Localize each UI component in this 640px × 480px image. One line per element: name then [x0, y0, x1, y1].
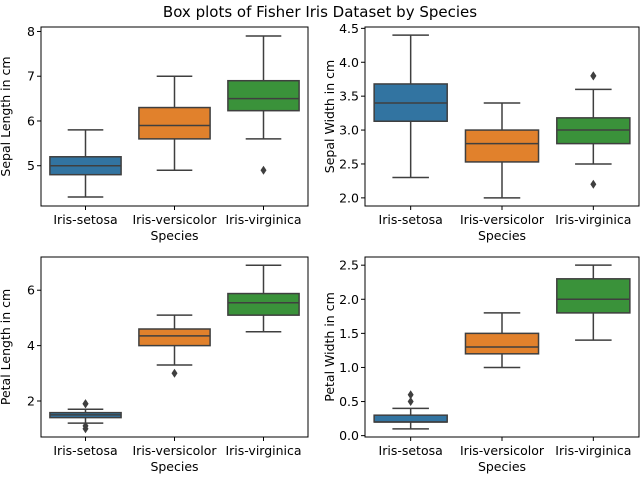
x-axis-label: Species	[150, 459, 198, 474]
y-axis-label: Sepal Length in cm	[0, 56, 13, 176]
y-tick-label: 4.5	[339, 21, 359, 36]
y-tick-label: 3.5	[339, 89, 359, 104]
box-iris-virginica	[227, 35, 300, 175]
box-body	[138, 328, 211, 347]
x-tick-label: Iris-versicolor	[133, 443, 218, 458]
y-tick-label: 4	[27, 338, 35, 353]
y-tick-label: 7	[27, 69, 35, 84]
box-iris-virginica	[556, 264, 631, 341]
subplot-1: 5 6 7 8 Iris-setosa Iris-versicolor Iris-virgi…	[0, 24, 309, 243]
outlier-point	[590, 71, 597, 81]
box-body	[373, 414, 448, 423]
subplots: 5 6 7 8 Iris-setosa Iris-versicolor Iris-virgi…	[0, 21, 640, 474]
x-tick-label: Iris-virginica	[555, 212, 631, 227]
outlier-point	[407, 390, 414, 400]
x-tick-label: Iris-setosa	[53, 212, 117, 227]
box-iris-virginica	[227, 264, 300, 333]
box-iris-setosa	[49, 399, 122, 434]
y-tick-label: 1.0	[339, 360, 359, 375]
outlier-point	[407, 397, 414, 407]
outlier-point	[260, 165, 267, 175]
subplot-4: 0.0 0.5 1.0 1.5 2.0 2.5 Iris-setosa Iris-versic…	[322, 256, 640, 474]
outlier-point	[590, 179, 597, 189]
box-iris-setosa	[49, 129, 122, 198]
y-tick-label: 0.0	[339, 428, 359, 443]
outlier-point	[171, 368, 178, 378]
y-tick-label: 3.0	[339, 123, 359, 138]
x-tick-label: Iris-virginica	[555, 443, 631, 458]
box-iris-virginica	[556, 71, 631, 189]
box-iris-versicolor	[138, 314, 211, 378]
y-tick-label: 6	[27, 113, 35, 128]
x-tick-label: Iris-versicolor	[460, 212, 545, 227]
y-tick-label: 4.0	[339, 55, 359, 70]
x-tick-label: Iris-setosa	[53, 443, 117, 458]
box-body	[556, 278, 631, 314]
x-tick-label: Iris-setosa	[379, 212, 443, 227]
x-axis-label: Species	[478, 459, 526, 474]
y-tick-label: 2.5	[339, 258, 359, 273]
y-tick-label: 2.0	[339, 292, 359, 307]
x-tick-label: Iris-versicolor	[460, 443, 545, 458]
x-axis-label: Species	[150, 228, 198, 243]
x-axis-label: Species	[478, 228, 526, 243]
y-axis-label: Petal Width in cm	[322, 292, 337, 402]
box-iris-versicolor	[138, 75, 211, 171]
box-iris-setosa	[373, 390, 448, 430]
y-tick-label: 2.5	[339, 156, 359, 171]
subplot-2: 2.0 2.5 3.0 3.5 4.0 4.5 Iris-setosa Iris-versic…	[322, 21, 640, 243]
y-tick-label: 2	[27, 394, 35, 409]
box-body	[464, 332, 540, 355]
y-axis-label: Sepal Width in cm	[322, 60, 337, 173]
y-tick-label: 8	[27, 24, 35, 39]
box-iris-setosa	[373, 34, 448, 179]
y-tick-label: 2.0	[339, 190, 359, 205]
box-iris-versicolor	[464, 312, 540, 369]
box-iris-versicolor	[464, 102, 540, 199]
box-body	[464, 129, 540, 163]
y-tick-label: 0.5	[339, 394, 359, 409]
outlier-point	[82, 421, 89, 431]
subplot-3: 2 4 6 Iris-setosa Iris-versicolor Iris-virgin…	[0, 256, 309, 474]
x-tick-label: Iris-virginica	[225, 212, 301, 227]
box-body	[227, 292, 300, 316]
x-tick-label: Iris-setosa	[379, 443, 443, 458]
outlier-point	[82, 399, 89, 409]
y-axis-label: Petal Length in cm	[0, 289, 13, 405]
x-tick-label: Iris-virginica	[225, 443, 301, 458]
y-tick-label: 1.5	[339, 326, 359, 341]
figure-title: Box plots of Fisher Iris Dataset by Spec…	[163, 3, 477, 21]
y-tick-label: 5	[27, 158, 35, 173]
box-body	[138, 106, 211, 140]
x-tick-label: Iris-versicolor	[133, 212, 218, 227]
box-body	[227, 79, 300, 112]
y-tick-label: 6	[27, 283, 35, 298]
